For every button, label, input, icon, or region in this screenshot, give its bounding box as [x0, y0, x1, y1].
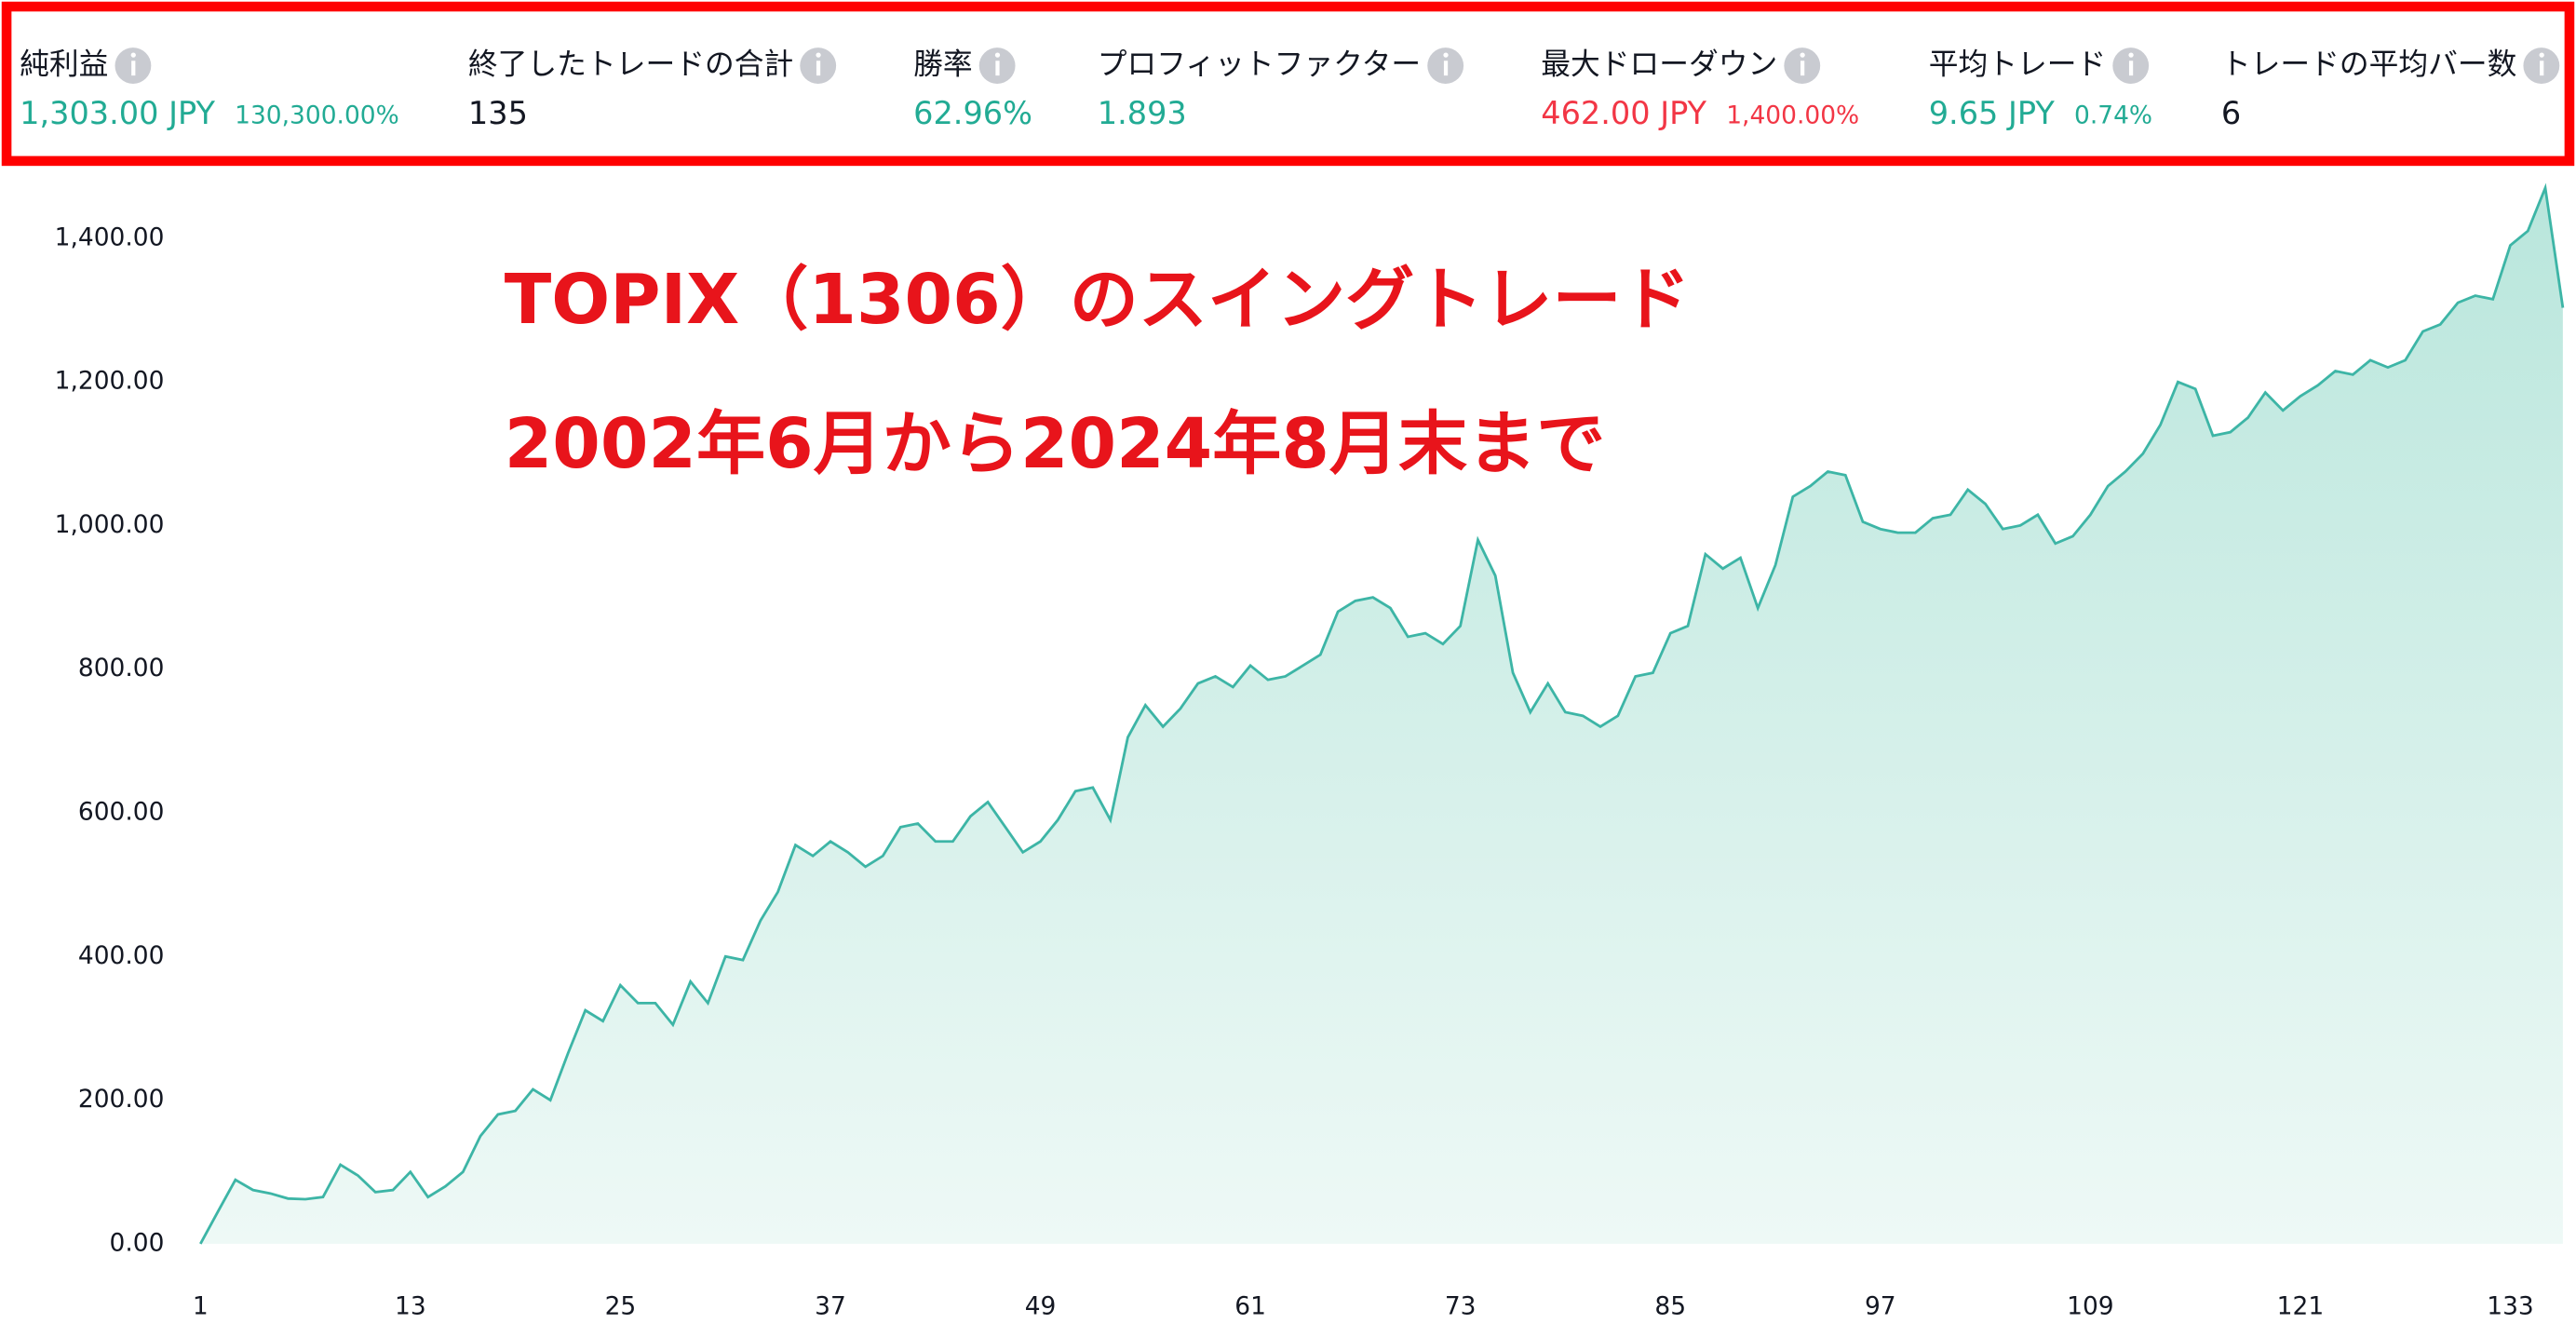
metric-label: 終了したトレードの合計 [468, 48, 793, 82]
y-tick-label: 200.00 [78, 1085, 165, 1114]
metric-label: 勝率 [913, 48, 973, 82]
info-icon-dot [2539, 52, 2544, 58]
info-icon[interactable] [800, 47, 837, 84]
x-tick-label: 121 [2277, 1292, 2325, 1321]
info-icon[interactable] [978, 47, 1016, 84]
x-tick-label: 49 [1025, 1292, 1057, 1321]
x-tick-label: 13 [395, 1292, 426, 1321]
info-icon-dot [2128, 52, 2134, 58]
x-tick-label: 85 [1654, 1292, 1686, 1321]
info-icon-mark [816, 61, 821, 76]
metric-label: トレードの平均バー数 [2221, 48, 2517, 82]
metric-value: 62.96% [913, 95, 1032, 131]
metric-value: 135 [468, 95, 528, 131]
y-tick-label: 1,400.00 [55, 223, 165, 251]
info-icon[interactable] [1427, 47, 1464, 84]
annotation: 2002年6月から2024年8月末まで [505, 404, 1606, 484]
x-tick-label: 25 [605, 1292, 637, 1321]
info-icon-mark [995, 61, 1000, 76]
metric-value: 462.00 JPY [1541, 95, 1706, 131]
info-icon-dot [994, 52, 1001, 58]
info-icon-mark [131, 61, 136, 76]
y-tick-label: 1,000.00 [55, 510, 165, 539]
x-tick-label: 73 [1445, 1292, 1477, 1321]
metric-label: 純利益 [20, 48, 108, 82]
info-icon[interactable] [2112, 47, 2150, 84]
y-tick-label: 800.00 [78, 654, 165, 682]
metric-label: 最大ドローダウン [1541, 48, 1777, 82]
info-icon-mark [1443, 61, 1449, 76]
metric-sub-value: 0.74% [2074, 101, 2152, 130]
info-icon[interactable] [2523, 47, 2560, 84]
info-icon[interactable] [1784, 47, 1821, 84]
info-icon[interactable] [115, 47, 152, 84]
x-tick-label: 1 [193, 1292, 209, 1321]
metric-value: 1,303.00 JPY [20, 95, 215, 131]
equity-line [199, 182, 2565, 1245]
info-icon-mark [2128, 61, 2134, 76]
metric-label: 平均トレード [1929, 48, 2107, 82]
info-icon-dot [1800, 52, 1805, 58]
metric-value: 1.893 [1098, 95, 1187, 131]
annotation: TOPIX（1306）のスイングトレード [505, 260, 1691, 340]
y-tick-label: 0.00 [110, 1228, 165, 1257]
y-tick-label: 600.00 [78, 797, 165, 826]
metric-sub-value: 1,400.00% [1726, 101, 1859, 130]
metric-sub-value: 130,300.00% [235, 101, 399, 130]
y-tick-label: 400.00 [78, 941, 165, 970]
metrics-bar: 純利益 1,303.00 JPY 130,300.00% 終了したトレードの合計 135… [20, 47, 2560, 131]
x-tick-label: 37 [815, 1292, 846, 1321]
metric-value: 9.65 JPY [1929, 95, 2056, 131]
area-fill [200, 187, 2563, 1244]
x-tick-label: 133 [2487, 1292, 2534, 1321]
x-tick-label: 97 [1865, 1292, 1896, 1321]
info-icon-dot [1443, 52, 1449, 58]
info-icon-mark [1801, 61, 1805, 76]
highlight-box [1, 1, 2575, 167]
info-icon-dot [816, 52, 821, 58]
metric-value: 6 [2221, 95, 2241, 131]
info-icon-dot [130, 52, 136, 58]
equity-chart: 0.00 200.00 400.00 600.00 800.00 1,000.00 1,20… [55, 182, 2565, 1321]
x-tick-label: 61 [1234, 1292, 1266, 1321]
x-tick-label: 109 [2067, 1292, 2114, 1321]
y-tick-label: 1,200.00 [55, 367, 165, 396]
metric-label: プロフィットファクター [1098, 48, 1421, 82]
info-icon-mark [2540, 61, 2544, 76]
